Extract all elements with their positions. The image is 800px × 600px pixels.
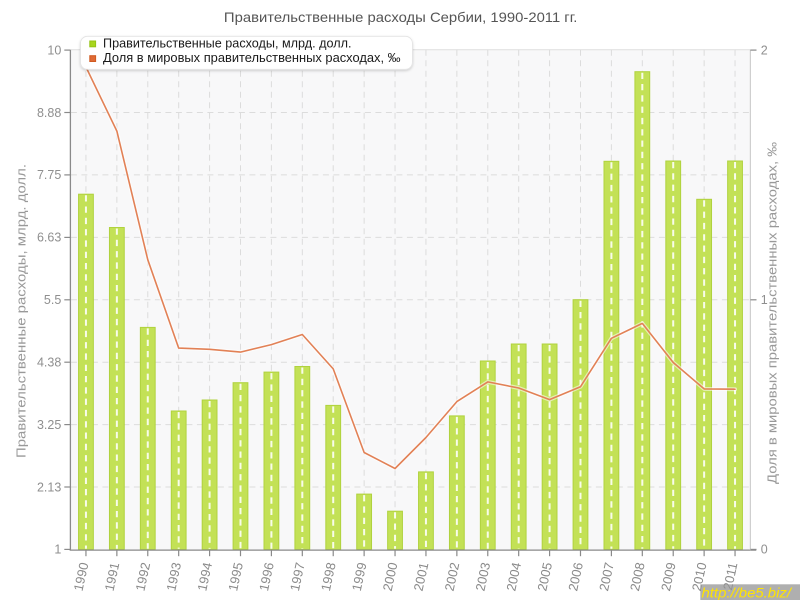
svg-text:7.75: 7.75 [37, 168, 61, 182]
svg-text:2011: 2011 [720, 561, 740, 591]
svg-text:2008: 2008 [627, 561, 648, 592]
svg-text:2007: 2007 [596, 561, 617, 592]
svg-text:Правительственные расходы, млр: Правительственные расходы, млрд. долл. [15, 164, 29, 458]
svg-text:2005: 2005 [534, 561, 555, 592]
svg-text:2000: 2000 [380, 561, 401, 592]
svg-text:1997: 1997 [287, 561, 308, 592]
svg-text:2002: 2002 [442, 561, 463, 592]
svg-text:http://be5.biz/: http://be5.biz/ [702, 584, 794, 600]
svg-text:3.25: 3.25 [37, 418, 61, 432]
svg-text:1994: 1994 [194, 561, 215, 592]
svg-text:1: 1 [54, 543, 61, 557]
svg-text:Правительственные расходы, млр: Правительственные расходы, млрд. долл. [103, 36, 352, 50]
svg-text:1998: 1998 [318, 561, 339, 592]
svg-text:Доля в мировых правительственн: Доля в мировых правительственных расхода… [766, 141, 780, 484]
svg-text:1993: 1993 [163, 561, 184, 592]
svg-text:0: 0 [761, 543, 768, 557]
svg-text:6.63: 6.63 [37, 231, 61, 245]
svg-text:1995: 1995 [225, 561, 246, 592]
svg-text:4.38: 4.38 [37, 356, 61, 370]
svg-text:1990: 1990 [71, 561, 92, 592]
svg-text:2: 2 [761, 43, 768, 57]
svg-text:8.88: 8.88 [37, 106, 61, 120]
svg-text:Правительственные расходы Серб: Правительственные расходы Сербии, 1990-2… [224, 9, 578, 25]
svg-text:1991: 1991 [102, 561, 123, 592]
svg-text:10: 10 [47, 43, 61, 57]
svg-text:2006: 2006 [565, 561, 586, 592]
svg-text:2001: 2001 [411, 561, 432, 592]
svg-text:2004: 2004 [503, 561, 524, 592]
svg-text:Доля в мировых правительственн: Доля в мировых правительственных расхода… [103, 51, 401, 65]
svg-text:2.13: 2.13 [37, 480, 61, 494]
svg-text:2003: 2003 [473, 561, 494, 592]
svg-text:1992: 1992 [133, 561, 154, 592]
svg-text:1999: 1999 [349, 561, 370, 592]
svg-text:1996: 1996 [256, 561, 277, 592]
svg-text:5.5: 5.5 [44, 293, 61, 307]
svg-text:1: 1 [761, 293, 768, 307]
svg-text:2009: 2009 [658, 561, 679, 592]
